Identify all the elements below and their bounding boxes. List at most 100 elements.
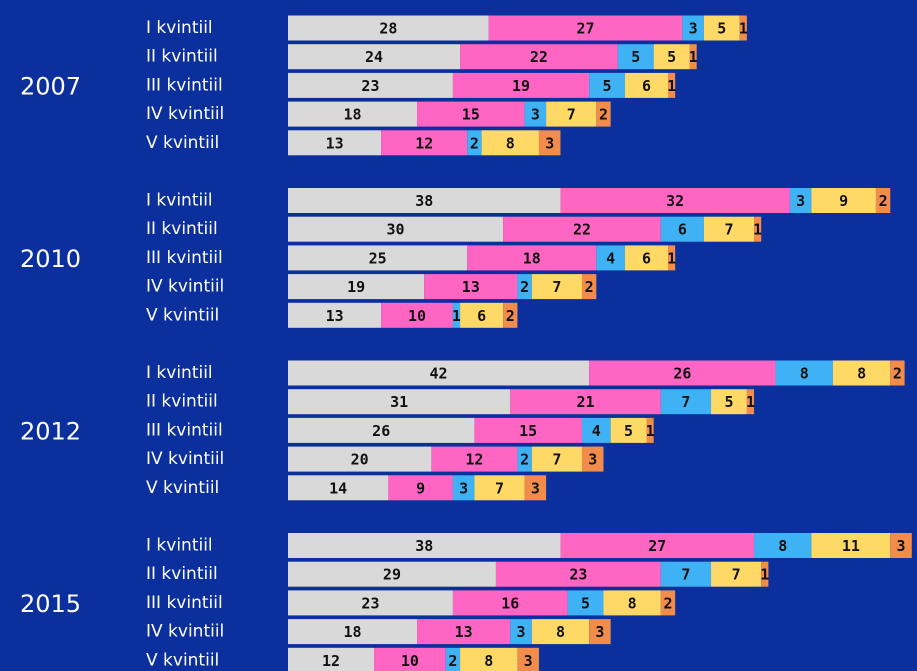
value-label: 6: [477, 307, 486, 325]
value-label: 29: [383, 566, 401, 584]
value-label: 4: [606, 249, 615, 267]
bar-segment: [288, 15, 489, 41]
bar-segment: [617, 44, 654, 70]
value-label: 7: [681, 393, 690, 411]
category-label: II kvintiil: [146, 47, 218, 67]
bar-segment: [711, 389, 747, 415]
bar-segment: [288, 216, 504, 242]
bar-segment: [789, 188, 812, 213]
category-label: IV kvintiil: [146, 104, 224, 124]
value-label: 1: [760, 566, 769, 584]
category-label: I kvintiil: [146, 536, 213, 556]
value-label: 3: [796, 192, 805, 210]
bar-segment: [646, 417, 654, 443]
category-label: IV kvintiil: [146, 277, 224, 297]
category-label: III kvintiil: [146, 75, 223, 95]
year-label: 2012: [20, 417, 81, 445]
bar-segment: [875, 188, 891, 213]
bar-segment: [452, 302, 461, 328]
bar-segment: [560, 533, 755, 558]
value-label: 21: [577, 393, 595, 411]
bar-segment: [517, 446, 532, 472]
value-label: 7: [552, 278, 561, 296]
bar-segment: [288, 44, 461, 70]
bar-segment: [754, 533, 812, 558]
category-label: IV kvintiil: [146, 622, 224, 642]
value-label: 10: [408, 307, 426, 325]
value-label: 38: [415, 537, 433, 555]
bar-segment: [517, 647, 539, 671]
bar-segment: [474, 475, 525, 501]
category-label: V kvintiil: [146, 133, 219, 153]
value-label: 3: [531, 479, 540, 497]
bar-segment: [624, 72, 669, 98]
value-label: 5: [667, 48, 676, 66]
bar-segment: [775, 360, 833, 386]
value-label: 1: [689, 48, 698, 66]
bar-segment: [288, 417, 475, 443]
category-label: V kvintiil: [146, 650, 219, 670]
bar-segment: [460, 302, 504, 328]
bar-segment: [739, 15, 747, 41]
value-label: 1: [646, 422, 655, 440]
bar-segment: [452, 72, 590, 98]
value-label: 3: [517, 623, 526, 641]
category-label: II kvintiil: [146, 392, 218, 412]
value-label: 23: [361, 77, 379, 95]
bar-segment: [546, 101, 597, 127]
bar-segment: [288, 188, 561, 213]
value-label: 8: [484, 652, 493, 670]
value-label: 27: [577, 20, 595, 38]
bar-segment: [581, 274, 597, 300]
value-label: 3: [545, 134, 554, 152]
bar-segment: [495, 561, 661, 587]
value-label: 8: [800, 365, 809, 383]
bar-segment: [288, 475, 389, 501]
bar-segment: [460, 44, 618, 70]
value-label: 26: [673, 365, 691, 383]
value-label: 12: [415, 134, 433, 152]
category-label: III kvintiil: [146, 248, 223, 268]
value-label: 7: [495, 479, 504, 497]
category-label: V kvintiil: [146, 478, 219, 498]
bar-segment: [288, 389, 511, 415]
bar-segment: [288, 619, 418, 645]
bar-segment: [510, 619, 532, 645]
category-label: I kvintiil: [146, 191, 213, 211]
bar-segment: [811, 188, 876, 213]
value-label: 13: [326, 307, 344, 325]
bar-segment: [531, 619, 590, 645]
bar-segment: [560, 188, 790, 213]
bar-segment: [288, 647, 375, 671]
value-label: 19: [347, 278, 365, 296]
value-label: 3: [689, 20, 698, 38]
bar-segment: [660, 389, 712, 415]
value-label: 1: [739, 20, 748, 38]
bar-segment: [581, 417, 611, 443]
bar-segment: [589, 619, 611, 645]
bar-segment: [467, 245, 597, 271]
bar-segment: [288, 130, 382, 156]
value-label: 1: [667, 77, 676, 95]
bar-segment: [531, 274, 582, 300]
bar-segment: [374, 647, 446, 671]
value-label: 32: [666, 192, 684, 210]
value-label: 2: [448, 652, 457, 670]
bar-segment: [452, 590, 568, 616]
value-label: 6: [642, 77, 651, 95]
value-label: 8: [506, 134, 515, 152]
value-label: 22: [530, 48, 548, 66]
bar-segment: [524, 475, 547, 501]
bar-segment: [424, 274, 518, 300]
bar-segment: [288, 274, 425, 300]
value-label: 11: [842, 537, 860, 555]
bar-segment: [589, 360, 776, 386]
bar-segment: [703, 15, 740, 41]
value-label: 2: [520, 278, 529, 296]
value-label: 13: [462, 278, 480, 296]
bar-segment: [417, 619, 511, 645]
value-label: 18: [343, 623, 361, 641]
bar-segment: [474, 417, 582, 443]
value-label: 2: [506, 307, 515, 325]
value-label: 3: [524, 652, 533, 670]
